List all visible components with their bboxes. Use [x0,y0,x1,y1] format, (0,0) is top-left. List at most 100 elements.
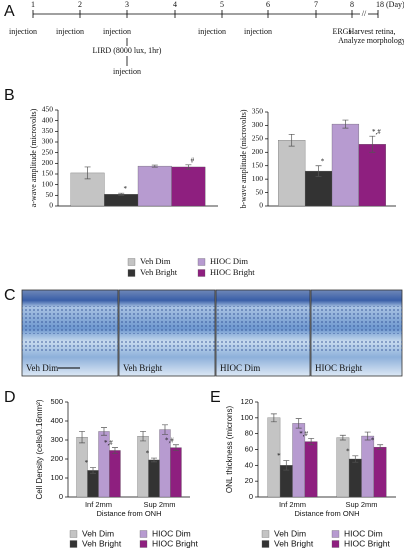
y-tick-label: 200 [252,147,264,156]
legend-swatch [127,258,136,266]
error-bar [185,164,192,170]
bar [109,450,121,498]
nuclear-layer [22,340,118,352]
event-label: injection [198,27,226,36]
axis-break: // [362,9,367,18]
error-bar [84,166,91,180]
bar [104,194,139,207]
y-tick-label: 40 [245,460,253,469]
y-tick-label: 20 [245,476,253,485]
y-axis-label: a-wave amplitude (microvolts) [29,108,38,207]
x-tick-label: Inf 2mm [85,500,112,509]
nuclear-layer [216,340,310,352]
error-bar [90,467,97,474]
bar [348,458,362,498]
error-bar [79,431,86,444]
event-label: injection [56,27,84,36]
y-tick-label: 450 [42,105,54,114]
error-bar [315,165,322,177]
histology-image: Veh Bright [118,289,216,377]
legend-swatch [261,530,270,538]
legend-swatch [139,540,148,548]
nuclear-layer [311,340,402,352]
error-bar [377,444,384,450]
error-bar [151,164,158,168]
legend-label: HIOC Bright [152,538,198,548]
nuclear-layer [311,306,402,334]
image-label: HIOC Dim [220,363,260,373]
day-label: 2 [78,0,82,9]
y-tick-label: 100 [50,473,63,482]
x-axis-label: Distance from ONH [96,509,161,518]
significance-mark: * [346,447,350,455]
significance-mark: *,# [165,436,174,444]
legend-swatch [331,540,340,548]
end-note: Analyze morphology [338,36,404,45]
y-tick-label: 80 [245,429,253,438]
bar [148,459,160,498]
legend-label: Veh Bright [274,538,314,548]
panel-label: D [4,389,16,406]
panel-label: A [4,3,15,20]
light-label: LIRD (8000 lux, 1hr) [93,46,162,55]
legend-label: Veh Dim [274,528,306,538]
bar [373,446,387,498]
y-tick-label: 50 [46,190,54,199]
y-tick-label: 100 [42,179,54,188]
y-tick-label: 0 [59,492,63,501]
error-bar [161,424,168,435]
y-tick-label: 350 [42,126,54,135]
y-axis-label: Cell Density (cells/0.16mm²) [35,399,44,499]
bar [358,144,386,207]
y-tick-label: 500 [50,397,63,406]
y-tick-label: 0 [259,201,263,210]
day-label: 4 [173,0,177,9]
image-label: Veh Bright [123,363,163,373]
y-tick-label: 250 [252,134,264,143]
legend-swatch [261,540,270,548]
event-label: injection [244,27,272,36]
bar [278,140,306,207]
legend-label: HIOC Bright [344,538,390,548]
legend-swatch [127,269,136,277]
bar [137,436,149,498]
significance-mark: * [277,452,281,460]
event-label: ERGs [332,27,351,36]
error-bar [151,457,158,463]
legend-swatch [69,530,78,538]
significance-mark: * [371,436,375,444]
event-label: injection [103,27,131,36]
bar [87,470,99,498]
day-label: 6 [266,0,270,9]
legend-swatch [69,540,78,548]
bar [331,123,360,207]
day-label: 1 [31,0,35,9]
day-label: 5 [220,0,224,9]
legend-label: Veh Bright [140,267,178,277]
y-axis-label: ONL thickness (microns) [225,406,234,494]
legend-swatch [197,269,206,277]
day-label: 8 [350,0,354,9]
bar [171,166,206,207]
event-label: injection [9,27,37,36]
significance-mark: # [191,156,195,164]
legend-label: Veh Dim [140,256,171,266]
nuclear-layer [119,306,215,334]
image-label: HIOC Bright [315,363,363,373]
y-tick-label: 50 [256,187,264,196]
error-bar [172,444,179,451]
error-bar [100,427,107,436]
histology-image: Veh Dim [21,289,119,377]
y-tick-label: 60 [245,444,253,453]
legend-label: Veh Bright [82,538,122,548]
error-bar [339,434,346,441]
error-bar [140,431,147,442]
x-tick-label: Sup 2mm [345,500,377,509]
bar [137,165,172,207]
histology-image: HIOC Dim [215,289,311,377]
bar [304,441,318,498]
day-label: 7 [314,0,318,9]
y-tick-label: 300 [50,435,63,444]
y-tick-label: 250 [42,147,54,156]
